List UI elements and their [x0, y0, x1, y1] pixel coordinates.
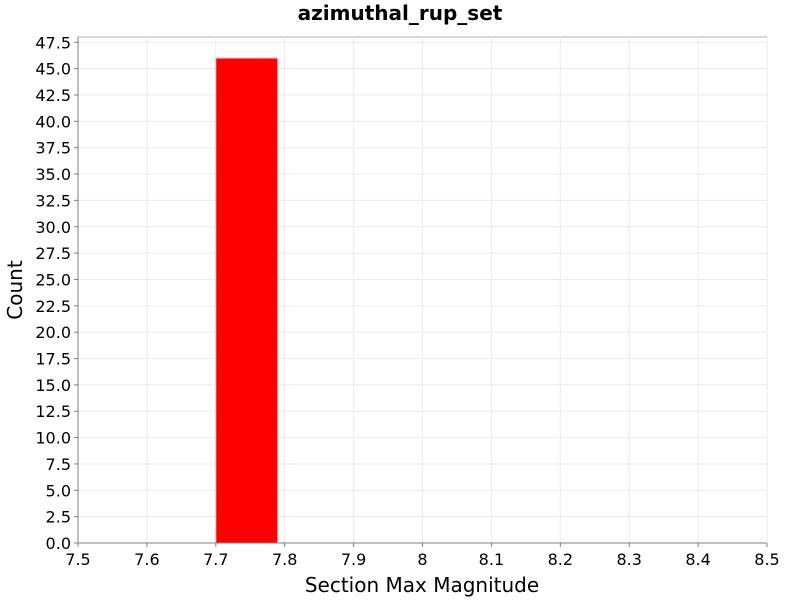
y-tick-label: 12.5 [35, 402, 71, 421]
y-axis-label: Count [3, 260, 27, 320]
y-tick-label: 42.5 [35, 86, 71, 105]
y-tick-label: 22.5 [35, 297, 71, 316]
y-tick-label: 47.5 [35, 33, 71, 52]
y-tick-label: 10.0 [35, 429, 71, 448]
y-tick-label: 7.5 [46, 455, 71, 474]
bars [215, 57, 279, 544]
x-tick-label: 7.7 [203, 550, 228, 569]
x-tick-label: 8.1 [479, 550, 504, 569]
histogram-bar [215, 57, 279, 544]
y-tick-label: 15.0 [35, 376, 71, 395]
y-tick-label: 30.0 [35, 218, 71, 237]
y-tick-label: 45.0 [35, 60, 71, 79]
x-tick-label: 7.5 [65, 550, 90, 569]
x-axis-label: Section Max Magnitude [305, 573, 539, 597]
y-tick-label: 32.5 [35, 191, 71, 210]
chart-title: azimuthal_rup_set [298, 1, 503, 25]
y-tick-label: 2.5 [46, 508, 71, 527]
y-tick-label: 37.5 [35, 139, 71, 158]
x-tick-label: 8.4 [685, 550, 710, 569]
x-tick-label: 8.5 [754, 550, 779, 569]
x-tick-label: 7.8 [272, 550, 297, 569]
y-tick-label: 25.0 [35, 270, 71, 289]
y-tick-label: 0.0 [46, 534, 71, 553]
x-tick-label: 8 [417, 550, 427, 569]
x-tick-label: 8.3 [616, 550, 641, 569]
x-axis-ticks: 7.5 7.6 7.7 7.8 7.9 8 8.1 8.2 8.3 8.4 8.5 [65, 543, 780, 569]
x-tick-label: 8.2 [548, 550, 573, 569]
y-tick-label: 35.0 [35, 165, 71, 184]
y-tick-label: 20.0 [35, 323, 71, 342]
y-tick-label: 40.0 [35, 112, 71, 131]
y-tick-label: 17.5 [35, 350, 71, 369]
y-axis-ticks: 0.0 2.5 5.0 7.5 10.0 12.5 15.0 17.5 20.0 22.5 25.0… [35, 33, 78, 553]
x-tick-label: 7.6 [134, 550, 159, 569]
y-tick-label: 27.5 [35, 244, 71, 263]
y-tick-label: 5.0 [46, 481, 71, 500]
x-tick-label: 7.9 [341, 550, 366, 569]
